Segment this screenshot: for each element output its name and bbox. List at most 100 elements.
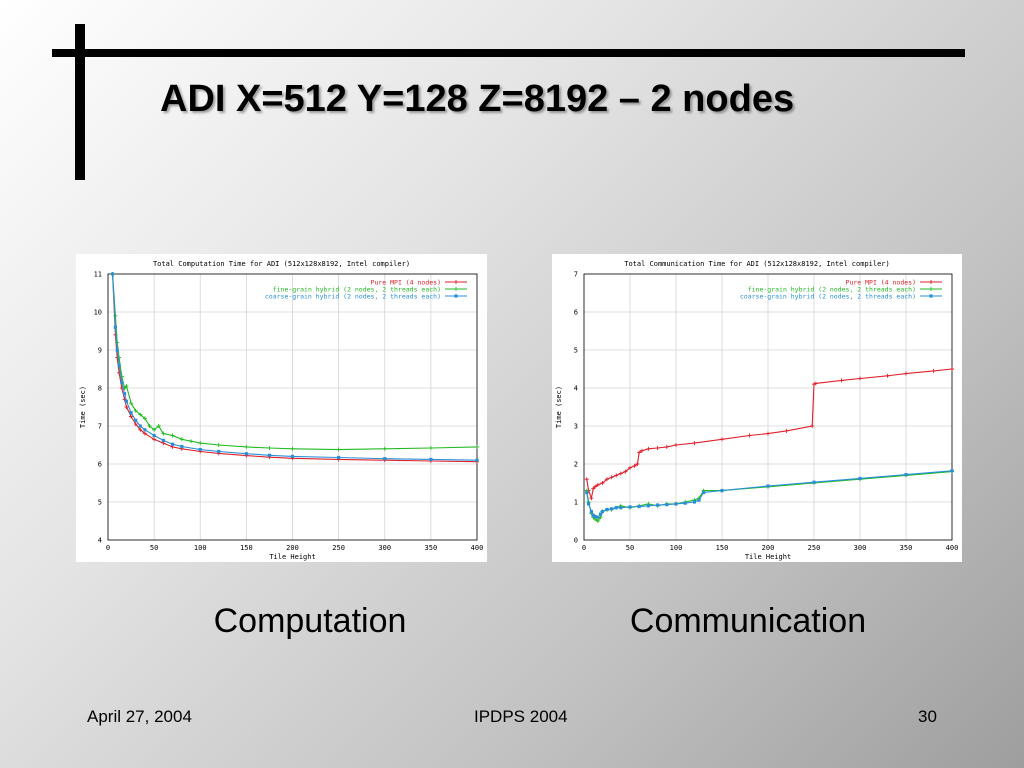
data-point — [152, 427, 157, 432]
data-point — [129, 414, 134, 419]
data-point — [152, 433, 156, 438]
legend-label: fine-grain hybrid (2 nodes, 2 threads ea… — [273, 285, 441, 293]
data-point — [609, 475, 614, 480]
data-point — [589, 509, 593, 514]
data-point — [124, 399, 129, 403]
data-point — [766, 431, 770, 436]
x-tick-label: 300 — [854, 544, 867, 552]
data-point — [692, 441, 697, 446]
data-point — [702, 490, 706, 495]
data-point — [674, 443, 678, 447]
data-point — [133, 408, 138, 413]
data-point — [111, 272, 115, 276]
x-tick-label: 100 — [194, 544, 207, 552]
data-point — [619, 506, 623, 510]
x-tick-label: 0 — [582, 544, 586, 552]
data-point — [156, 424, 161, 428]
data-point — [593, 514, 597, 519]
data-point — [813, 381, 818, 386]
communication-chart-panel: 0 50 100 150 200 250 300 350 400 0 1 2 3 4 5 6 7 Total Co… — [552, 254, 962, 562]
data-point — [585, 490, 589, 495]
footer-date: April 27, 2004 — [87, 707, 192, 726]
series-line — [586, 471, 953, 522]
data-point — [429, 457, 433, 462]
data-point — [664, 444, 669, 449]
data-point — [129, 401, 134, 406]
data-point — [290, 454, 295, 458]
data-point — [170, 442, 175, 446]
data-point — [623, 469, 628, 474]
y-tick-label: 7 — [98, 423, 102, 431]
data-point — [595, 482, 600, 487]
data-point — [142, 431, 147, 436]
legend-marker — [454, 287, 458, 291]
x-axis-label: Tile Height — [745, 553, 791, 561]
y-tick-label: 5 — [574, 347, 578, 355]
x-tick-label: 200 — [286, 544, 299, 552]
y-tick-label: 11 — [94, 271, 102, 279]
caption-computation: Computation — [213, 602, 407, 640]
data-point — [904, 371, 908, 376]
legend-marker — [929, 294, 933, 298]
data-point — [267, 446, 272, 451]
y-tick-label: 10 — [94, 309, 102, 317]
data-point — [747, 433, 752, 438]
data-point — [766, 484, 770, 488]
data-point — [138, 412, 143, 417]
x-tick-label: 300 — [378, 544, 391, 552]
x-tick-label: 100 — [670, 544, 683, 552]
plot-frame — [583, 273, 953, 541]
data-point — [839, 378, 844, 383]
data-point — [605, 477, 609, 482]
data-point — [600, 509, 604, 514]
data-point — [152, 437, 157, 442]
data-point — [610, 507, 614, 511]
data-point — [217, 449, 221, 454]
communication-chart: 0 50 100 150 200 250 300 350 400 0 1 2 3 4 5 6 7 Total Co… — [555, 260, 959, 561]
y-tick-label: 8 — [98, 385, 102, 393]
data-point — [637, 450, 642, 455]
data-point — [138, 424, 142, 428]
x-tick-label: 150 — [716, 544, 729, 552]
data-point — [720, 437, 724, 442]
data-point — [124, 405, 129, 409]
x-tick-label: 400 — [946, 544, 959, 552]
data-point — [290, 446, 295, 451]
data-point — [133, 422, 138, 427]
caption-communication: Communication — [629, 602, 867, 640]
data-point — [885, 373, 890, 378]
x-tick-label: 250 — [808, 544, 821, 552]
chart-title: Total Computation Time for ADI (512x128x… — [153, 260, 410, 268]
series-line — [586, 470, 953, 518]
data-point — [950, 469, 954, 473]
data-point — [179, 437, 184, 442]
chart-title: Total Communication Time for ADI (512x12… — [624, 260, 890, 268]
data-point — [628, 505, 632, 509]
data-point — [143, 428, 147, 432]
legend-label: fine-grain hybrid (2 nodes, 2 threads ea… — [748, 285, 916, 293]
y-tick-label: 2 — [574, 461, 578, 469]
legend-marker — [929, 287, 933, 291]
legend-label: coarse-grain hybrid (2 nodes, 2 threads … — [265, 292, 441, 300]
footer-conference: IPDPS 2004 — [474, 707, 568, 726]
data-point — [591, 513, 595, 517]
data-point — [587, 502, 591, 506]
data-point — [858, 476, 862, 481]
data-point — [697, 498, 701, 502]
data-point — [589, 496, 594, 501]
data-point — [475, 458, 479, 462]
series-line — [112, 273, 478, 463]
data-point — [656, 503, 660, 507]
data-point — [198, 447, 202, 452]
x-tick-label: 50 — [150, 544, 158, 552]
x-tick-label: 200 — [762, 544, 775, 552]
data-point — [692, 500, 696, 504]
y-tick-label: 4 — [98, 537, 102, 545]
x-axis-label: Tile Height — [269, 553, 315, 561]
data-point — [180, 444, 184, 449]
y-tick-label: 1 — [574, 499, 578, 507]
data-point — [337, 455, 341, 460]
data-point — [720, 489, 724, 493]
data-point — [665, 503, 669, 507]
plot-frame — [107, 273, 478, 541]
